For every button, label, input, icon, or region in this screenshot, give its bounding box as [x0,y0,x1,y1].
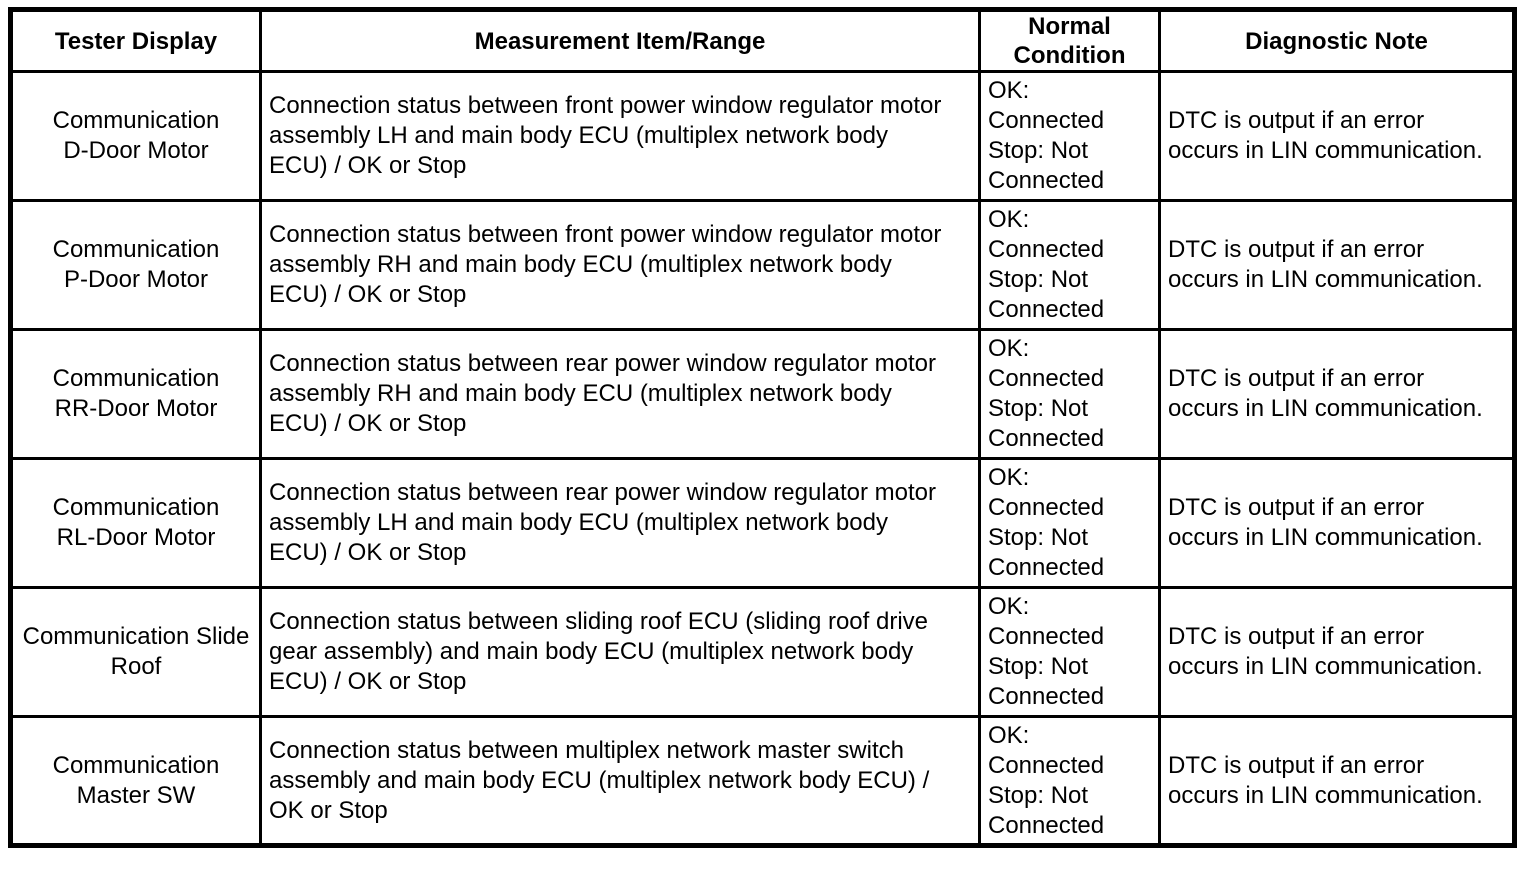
cell-diagnostic-note: DTC is output if an error occurs in LIN … [1158,199,1516,331]
cell-tester-display: Communication RR-Door Motor [9,328,262,460]
table-row: Communication Master SW Connection statu… [9,715,1516,847]
table-row: Communication Slide Roof Connection stat… [9,586,1516,718]
table-row: Communication RR-Door Motor Connection s… [9,328,1516,460]
cell-measurement-item-range: Connection status between rear power win… [259,328,981,460]
cell-normal-condition: OK: Connected Stop: Not Connected [978,328,1161,460]
cell-measurement-item-range: Connection status between rear power win… [259,457,981,589]
cell-tester-display: Communication D-Door Motor [9,70,262,202]
table-row: Communication D-Door Motor Connection st… [9,70,1516,202]
column-header-tester-display: Tester Display [9,8,262,73]
cell-measurement-item-range: Connection status between multiplex netw… [259,715,981,847]
cell-normal-condition: OK: Connected Stop: Not Connected [978,586,1161,718]
table-row: Communication RL-Door Motor Connection s… [9,457,1516,589]
cell-diagnostic-note: DTC is output if an error occurs in LIN … [1158,586,1516,718]
column-header-normal-condition: Normal Condition [978,8,1161,73]
cell-tester-display: Communication P-Door Motor [9,199,262,331]
cell-tester-display: Communication Master SW [9,715,262,847]
cell-measurement-item-range: Connection status between sliding roof E… [259,586,981,718]
cell-diagnostic-note: DTC is output if an error occurs in LIN … [1158,70,1516,202]
cell-normal-condition: OK: Connected Stop: Not Connected [978,70,1161,202]
header-row: Tester Display Measurement Item/Range No… [9,8,1516,73]
column-header-measurement-item-range: Measurement Item/Range [259,8,981,73]
cell-diagnostic-note: DTC is output if an error occurs in LIN … [1158,715,1516,847]
cell-diagnostic-note: DTC is output if an error occurs in LIN … [1158,328,1516,460]
column-header-diagnostic-note: Diagnostic Note [1158,8,1516,73]
cell-measurement-item-range: Connection status between front power wi… [259,199,981,331]
cell-diagnostic-note: DTC is output if an error occurs in LIN … [1158,457,1516,589]
diagnostic-data-table: Tester Display Measurement Item/Range No… [8,7,1517,848]
cell-normal-condition: OK: Connected Stop: Not Connected [978,715,1161,847]
table-row: Communication P-Door Motor Connection st… [9,199,1516,331]
cell-normal-condition: OK: Connected Stop: Not Connected [978,199,1161,331]
cell-measurement-item-range: Connection status between front power wi… [259,70,981,202]
cell-tester-display: Communication RL-Door Motor [9,457,262,589]
cell-tester-display: Communication Slide Roof [9,586,262,718]
cell-normal-condition: OK: Connected Stop: Not Connected [978,457,1161,589]
